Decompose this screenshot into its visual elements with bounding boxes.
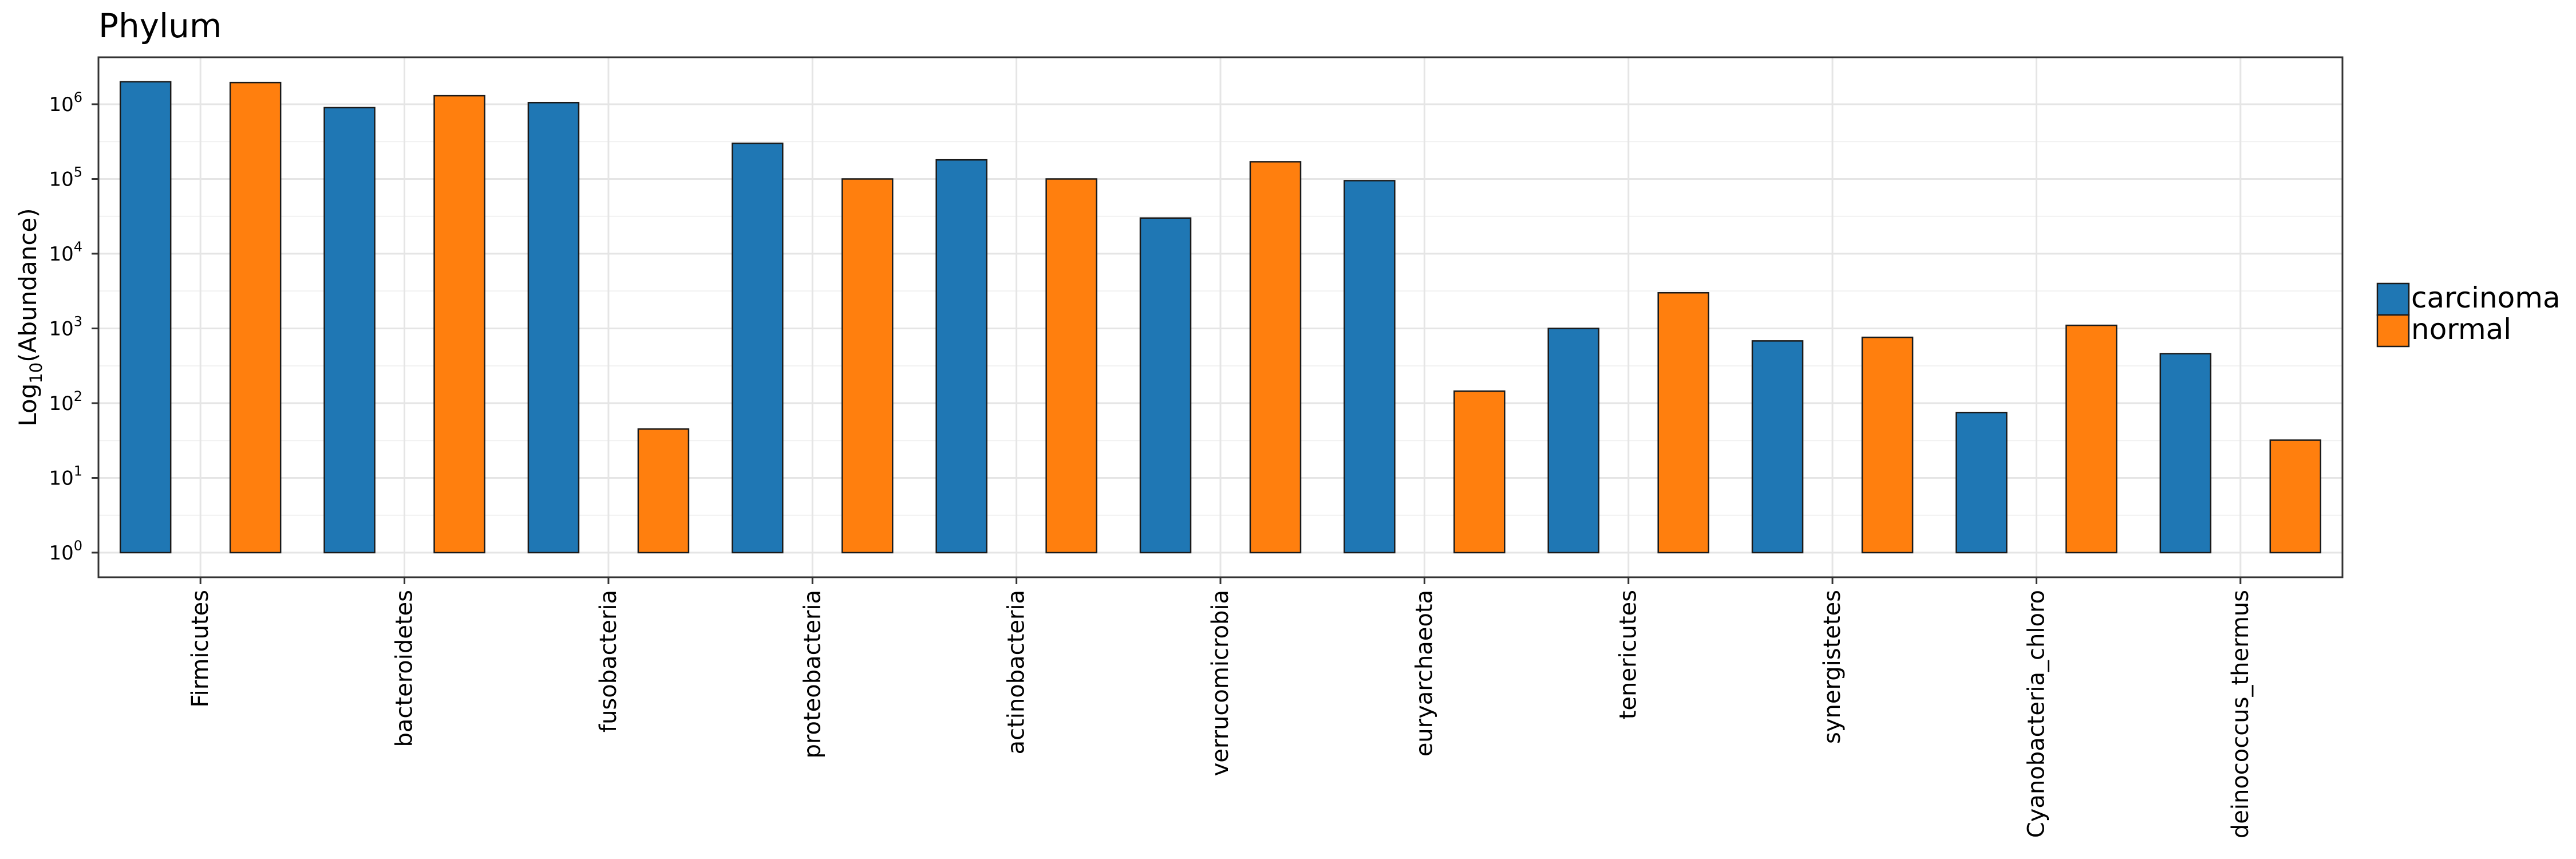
y-tick-label: 106 xyxy=(49,89,82,116)
x-tick-label: Cyanobacteria_chloro xyxy=(2023,590,2049,838)
legend-label-carcinoma: carcinoma xyxy=(2411,281,2561,314)
y-axis-label-prefix: Log xyxy=(14,384,42,427)
y-tick-label: 102 xyxy=(49,388,82,415)
x-tick-label: actinobacteria xyxy=(1003,590,1030,754)
bar-normal xyxy=(1861,336,1914,554)
bar-carcinoma xyxy=(1547,328,1599,554)
y-axis-label-suffix: (Abundance) xyxy=(14,208,42,362)
bar-carcinoma xyxy=(2159,353,2212,554)
bar-carcinoma xyxy=(935,159,987,554)
legend-key-normal xyxy=(2376,314,2410,348)
bar-normal xyxy=(433,94,485,554)
bar-normal xyxy=(229,81,282,554)
x-tick-label: tenericutes xyxy=(1615,590,1642,719)
x-tick-label: bacteroidetes xyxy=(392,590,418,747)
bar-carcinoma xyxy=(119,81,172,554)
y-axis-label: Log10(Abundance) xyxy=(14,208,46,426)
chart-title: Phylum xyxy=(98,6,222,45)
bar-normal xyxy=(2065,324,2117,554)
bar-normal xyxy=(2269,439,2322,554)
x-tick-label: Firmicutes xyxy=(187,590,214,708)
bars xyxy=(119,81,2322,554)
bar-carcinoma xyxy=(1955,412,2008,554)
y-tick-label: 104 xyxy=(49,239,82,266)
bar-carcinoma xyxy=(323,107,376,554)
y-axis-label-subscript: 10 xyxy=(26,362,46,384)
bar-normal xyxy=(1249,161,1302,554)
x-tick-label: deinococcus_thermus xyxy=(2227,590,2254,838)
y-tick-label: 101 xyxy=(49,463,82,490)
x-tick-label: verrucomicrobia xyxy=(1207,590,1234,776)
bar-normal xyxy=(841,178,894,554)
y-tick-label: 105 xyxy=(49,164,82,191)
bar-carcinoma xyxy=(1344,180,1396,554)
bar-carcinoma xyxy=(527,101,580,554)
bar-carcinoma xyxy=(1751,340,1804,554)
bar-normal xyxy=(1453,390,1506,554)
y-axis: 100 101 102 103 104 105 106 xyxy=(49,89,98,565)
bar-normal xyxy=(1657,291,1709,554)
x-tick-label: euryarchaeota xyxy=(1411,590,1437,756)
bar-normal xyxy=(1045,178,1097,554)
legend-label-normal: normal xyxy=(2411,313,2511,346)
bar-normal xyxy=(637,428,690,554)
x-tick-label: proteobacteria xyxy=(799,590,825,758)
bar-carcinoma xyxy=(732,142,784,554)
x-tick-label: fusobacteria xyxy=(595,590,622,732)
legend-key-carcinoma xyxy=(2376,282,2410,316)
y-tick-label: 100 xyxy=(49,538,82,565)
x-axis: Firmicutes bacteroidetes fusobacteria prote… xyxy=(187,577,2254,838)
y-tick-label: 103 xyxy=(49,314,82,341)
svg-text:Log10(Abundance): Log10(Abundance) xyxy=(14,208,46,426)
x-tick-label: synergistetes xyxy=(1819,590,1846,744)
bar-carcinoma xyxy=(1139,217,1192,554)
